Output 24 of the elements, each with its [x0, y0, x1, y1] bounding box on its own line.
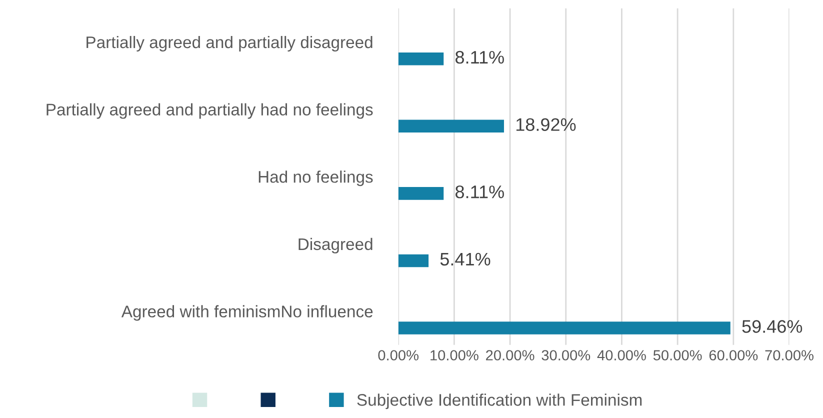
legend-label: Subjective Identification with Feminism — [357, 394, 642, 410]
y-tick-label: Partially agreed and partially had no feelings — [46, 103, 373, 119]
x-tick-label: 50.00% — [653, 350, 702, 360]
x-tick-label: 30.00% — [542, 350, 590, 360]
x-tick-label: 60.00% — [709, 350, 758, 360]
y-tick-label: Agreed with feminismNo influence — [121, 305, 373, 321]
y-tick-label: Had no feelings — [258, 170, 373, 186]
data-label: 8.11% — [456, 50, 504, 64]
data-label: 18.92% — [516, 118, 576, 131]
x-tick-label: 0.00% — [378, 350, 418, 360]
x-tick-label: 10.00% — [430, 350, 478, 360]
bar — [398, 120, 504, 133]
x-tick-label: 40.00% — [597, 350, 646, 360]
x-tick-label: 20.00% — [486, 350, 534, 360]
data-label: 5.41% — [440, 252, 490, 266]
y-tick-label: Partially agreed and partially disagreed — [86, 36, 372, 52]
data-label: 59.46% — [742, 320, 802, 333]
bar — [398, 187, 444, 200]
data-label: 8.11% — [456, 185, 504, 198]
bar — [398, 52, 444, 66]
x-tick-label: 70.00% — [765, 350, 814, 360]
bar — [398, 254, 429, 268]
y-tick-label: Disagreed — [298, 238, 372, 254]
bar — [398, 322, 730, 334]
